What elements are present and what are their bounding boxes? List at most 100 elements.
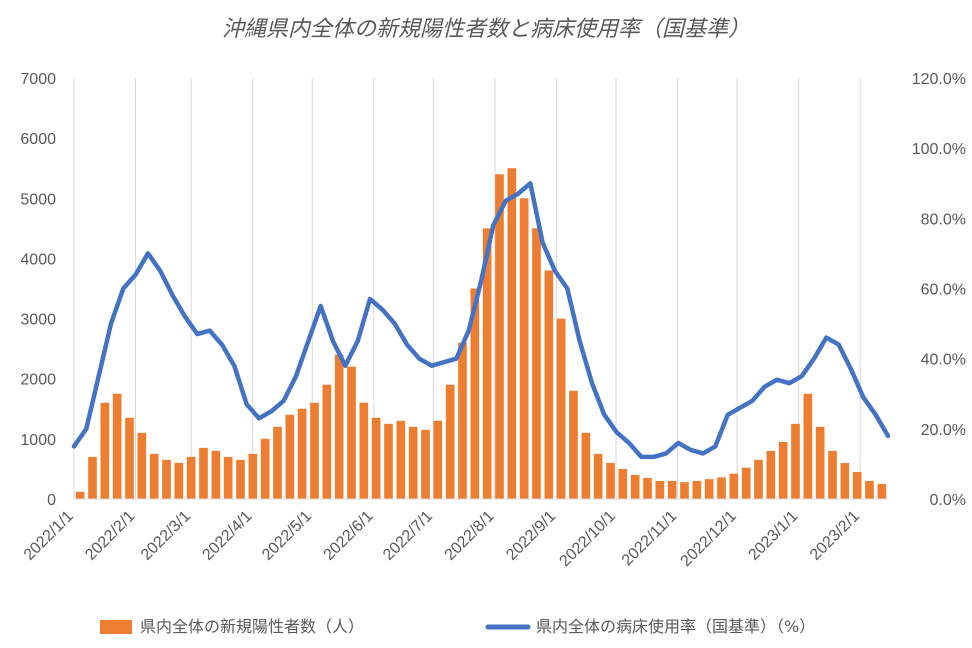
bar-weekly-cases xyxy=(692,480,702,499)
bar-weekly-cases xyxy=(569,390,578,499)
bar-weekly-cases xyxy=(507,168,517,499)
y-left-tick-label: 2000 xyxy=(20,372,56,389)
bar-weekly-cases xyxy=(186,456,196,499)
y-left-tick-label: 1000 xyxy=(20,432,56,449)
bar-weekly-cases xyxy=(741,467,751,499)
bar-weekly-cases xyxy=(88,456,97,499)
bar-weekly-cases xyxy=(75,491,85,499)
bar-weekly-cases xyxy=(791,423,800,499)
bar-weekly-cases xyxy=(815,426,825,499)
bar-weekly-cases xyxy=(408,426,418,499)
bar-weekly-cases xyxy=(310,402,319,499)
bar-weekly-cases xyxy=(704,479,714,499)
x-tick-label: 2022/12/1 xyxy=(678,508,740,570)
bar-weekly-cases xyxy=(260,438,270,499)
bar-weekly-cases xyxy=(667,480,677,499)
bar-weekly-cases xyxy=(371,417,381,499)
bar-weekly-cases xyxy=(347,366,356,499)
bar-weekly-cases xyxy=(396,420,406,499)
bar-weekly-cases xyxy=(248,453,258,499)
bar-weekly-cases xyxy=(606,462,615,499)
x-tick-label: 2023/1/1 xyxy=(745,508,801,564)
bar-weekly-cases xyxy=(199,447,208,499)
bar-weekly-cases xyxy=(236,459,245,499)
bar-weekly-cases xyxy=(655,480,665,499)
x-tick-label: 2022/2/1 xyxy=(82,508,138,564)
y-right-tick-label: 40.0% xyxy=(921,352,966,369)
bar-weekly-cases xyxy=(223,456,233,499)
x-tick-label: 2022/7/1 xyxy=(380,508,436,564)
bar-weekly-cases xyxy=(421,429,430,499)
legend-bar-label: 県内全体の新規陽性者数（人） xyxy=(140,617,364,636)
y-right-tick-label: 120.0% xyxy=(912,71,966,88)
bar-weekly-cases xyxy=(778,441,788,499)
bar-weekly-cases xyxy=(593,453,603,499)
bar-weekly-cases xyxy=(137,432,147,499)
bar-weekly-cases xyxy=(297,408,307,499)
bar-weekly-cases xyxy=(852,471,862,499)
bar-weekly-cases xyxy=(754,459,763,499)
bar-weekly-cases xyxy=(519,198,529,500)
bar-weekly-cases xyxy=(544,270,554,499)
bar-weekly-cases xyxy=(470,288,480,499)
y-left-tick-label: 6000 xyxy=(20,131,56,148)
x-tick-label: 2022/4/1 xyxy=(199,508,255,564)
y-right-tick-label: 100.0% xyxy=(912,141,966,158)
x-tick-label: 2022/10/1 xyxy=(556,508,618,570)
y-left-tick-label: 7000 xyxy=(20,71,56,88)
bar-weekly-cases xyxy=(766,450,776,499)
bar-weekly-cases xyxy=(174,462,184,499)
bar-weekly-cases xyxy=(803,393,813,499)
bar-weekly-cases xyxy=(433,420,443,499)
y-left-tick-label: 4000 xyxy=(20,251,56,268)
bar-weekly-cases xyxy=(532,228,541,499)
bar-weekly-cases xyxy=(643,477,652,499)
x-tick-label: 2022/9/1 xyxy=(503,508,559,564)
bar-weekly-cases xyxy=(717,477,726,499)
bar-weekly-cases xyxy=(482,228,492,499)
legend-line-label: 県内全体の病床使用率（国基準）（%） xyxy=(536,617,815,636)
bar-weekly-cases xyxy=(680,482,689,499)
chart-title: 沖縄県内全体の新規陽性者数と病床使用率（国基準） xyxy=(222,17,750,42)
y-left-tick-label: 3000 xyxy=(20,312,56,329)
x-tick-label: 2022/5/1 xyxy=(259,508,315,564)
bar-weekly-cases xyxy=(359,402,369,499)
legend: 県内全体の新規陽性者数（人） 県内全体の病床使用率（国基準）（%） xyxy=(100,617,815,636)
bar-weekly-cases xyxy=(840,462,850,499)
y-left-tick-label: 0 xyxy=(47,492,56,509)
y-left-tick-label: 5000 xyxy=(20,191,56,208)
bar-weekly-cases xyxy=(630,474,640,499)
bar-weekly-cases xyxy=(865,480,874,499)
bar-weekly-cases xyxy=(556,318,566,499)
bar-weekly-cases xyxy=(877,483,887,499)
bar-weekly-cases xyxy=(112,393,122,499)
bar-weekly-cases xyxy=(828,450,837,499)
bar-weekly-cases xyxy=(149,453,159,499)
line-bed-occupancy xyxy=(71,181,891,460)
x-tick-label: 2022/6/1 xyxy=(321,508,377,564)
y-right-tick-label: 80.0% xyxy=(921,211,966,228)
line-series xyxy=(71,181,891,460)
bar-weekly-cases xyxy=(384,423,393,499)
bar-weekly-cases xyxy=(162,459,171,499)
x-tick-label: 2022/3/1 xyxy=(138,508,194,564)
bar-weekly-cases xyxy=(458,342,467,499)
y-right-tick-label: 60.0% xyxy=(921,282,966,299)
bar-weekly-cases xyxy=(322,384,332,499)
y-right-tick-label: 0.0% xyxy=(930,492,966,509)
x-tick-label: 2022/8/1 xyxy=(442,508,498,564)
grid-lines xyxy=(73,78,861,499)
x-tick-label: 2023/2/1 xyxy=(807,508,863,564)
bar-weekly-cases xyxy=(273,426,282,499)
bar-weekly-cases xyxy=(581,432,591,499)
x-tick-label: 2022/1/1 xyxy=(21,508,77,564)
bar-weekly-cases xyxy=(618,468,628,499)
y-right-tick-label: 20.0% xyxy=(921,422,966,439)
bar-weekly-cases xyxy=(100,402,110,499)
bar-series xyxy=(75,168,887,500)
bar-weekly-cases xyxy=(285,414,295,499)
bar-weekly-cases xyxy=(445,384,455,499)
bar-weekly-cases xyxy=(211,450,221,499)
